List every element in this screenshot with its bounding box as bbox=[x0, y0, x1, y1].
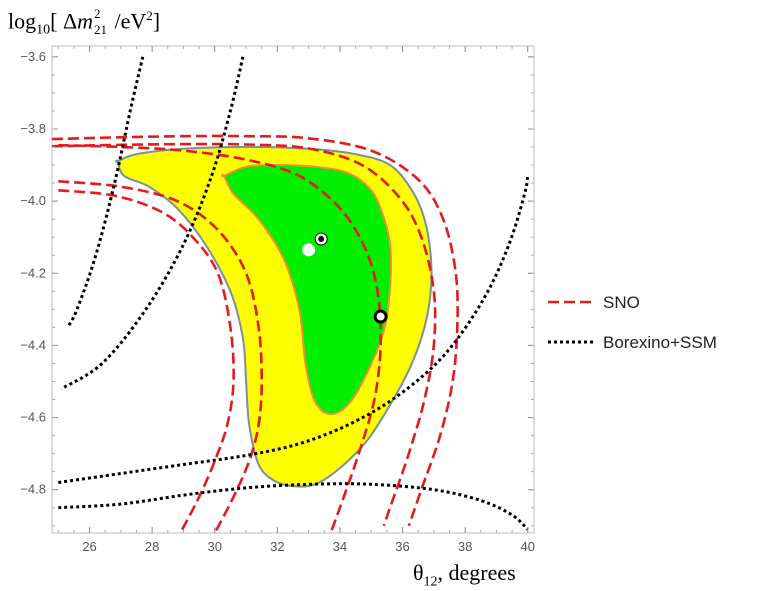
plot-area bbox=[52, 56, 530, 533]
white-point-marker-2 bbox=[302, 243, 316, 257]
sno-curve-2 bbox=[52, 142, 437, 527]
x-tick-label: 28 bbox=[145, 539, 159, 554]
x-tick-label: 36 bbox=[395, 539, 409, 554]
y-tick-label: −4.6 bbox=[20, 410, 46, 425]
y-tick-label: −3.8 bbox=[20, 121, 46, 136]
x-tick-label: 38 bbox=[458, 539, 472, 554]
sno-curve-3 bbox=[58, 180, 264, 533]
y-tick-label: −3.6 bbox=[20, 49, 46, 64]
legend-label-1: SNO bbox=[603, 293, 640, 312]
x-axis-title: θ12, degrees bbox=[413, 560, 516, 590]
region-inner-green bbox=[221, 163, 393, 416]
borexino-curve-2 bbox=[60, 56, 245, 390]
best-fit-marker-center-1 bbox=[318, 235, 325, 242]
x-tick-label: 34 bbox=[333, 539, 347, 554]
borexino-curve-1 bbox=[66, 56, 145, 329]
y-tick-label: −4.0 bbox=[20, 193, 46, 208]
x-tick-label: 32 bbox=[270, 539, 284, 554]
x-tick-label: 40 bbox=[521, 539, 535, 554]
sno-curve-4 bbox=[58, 189, 235, 533]
y-tick-label: −4.8 bbox=[20, 482, 46, 497]
legend: SNO Borexino+SSM bbox=[548, 293, 717, 352]
borexino-curve-4 bbox=[58, 482, 529, 531]
x-tick-label: 26 bbox=[82, 539, 96, 554]
y-tick-label: −4.2 bbox=[20, 265, 46, 280]
y-axis-title: log10[ Δm 2 21 /eV2] bbox=[8, 6, 161, 38]
axes: 26 28 30 32 34 36 38 40 −3.6 −3.8 −4.0 −4.2 −4.4 −4.6… bbox=[20, 46, 535, 554]
ring-point-marker-3 bbox=[373, 309, 388, 324]
legend-label-2: Borexino+SSM bbox=[603, 333, 717, 352]
sno-curve-5 bbox=[58, 143, 383, 533]
sno-curve-1 bbox=[52, 134, 459, 527]
y-tick-label: −4.4 bbox=[20, 337, 46, 352]
x-tick-label: 30 bbox=[208, 539, 222, 554]
borexino-curve-3 bbox=[58, 175, 530, 484]
